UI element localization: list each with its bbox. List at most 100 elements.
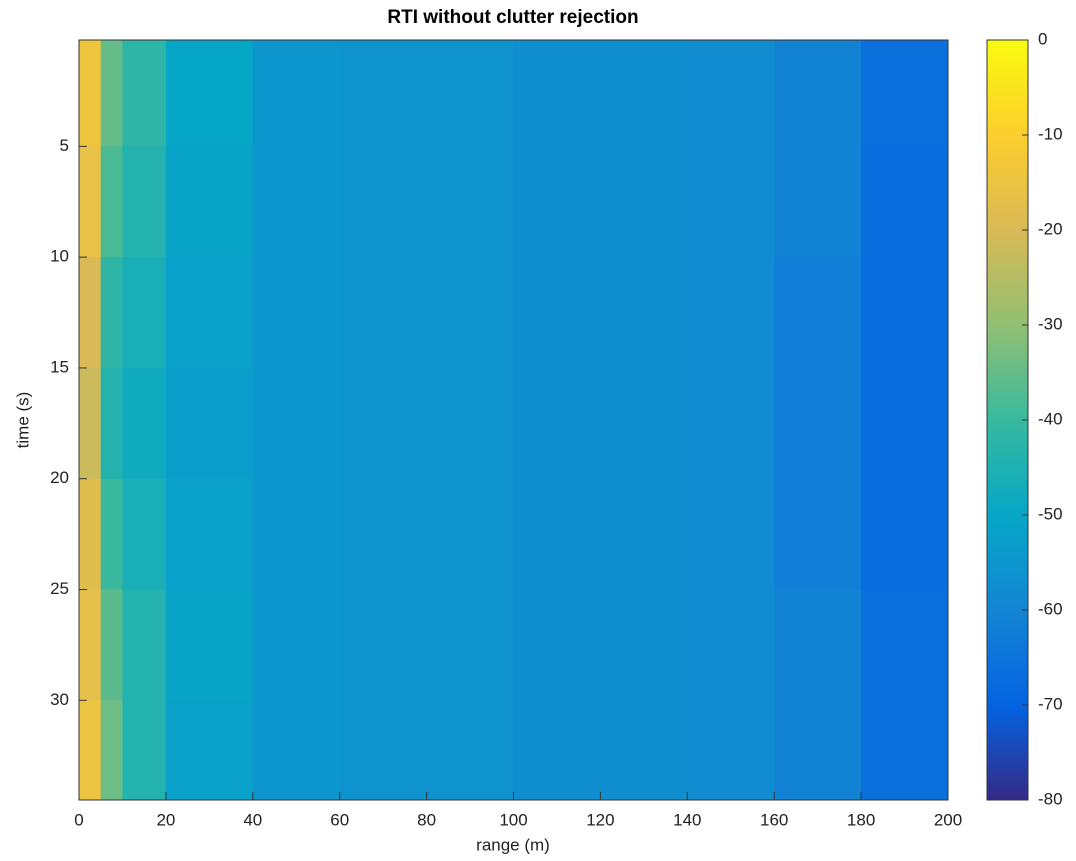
heatmap-cell <box>79 40 102 147</box>
heatmap-cell <box>339 257 428 369</box>
heatmap-cell <box>79 589 102 701</box>
x-axis-label: range (m) <box>476 835 550 854</box>
heatmap-cell <box>79 367 102 480</box>
y-tick-label: 25 <box>50 579 69 598</box>
heatmap-cell <box>513 700 601 801</box>
colorbar-tick-label: -50 <box>1038 504 1063 523</box>
y-tick-label: 5 <box>60 136 69 155</box>
heatmap-cell <box>339 589 428 701</box>
heatmap-cell <box>600 589 688 701</box>
heatmap-cell <box>513 589 601 701</box>
heatmap-cell <box>252 367 341 480</box>
heatmap-cell <box>100 367 123 480</box>
heatmap-cell <box>100 478 123 591</box>
heatmap-cell <box>79 257 102 369</box>
y-tick-label: 20 <box>50 468 69 487</box>
heatmap-cell <box>600 257 688 369</box>
heatmap-cell <box>122 146 167 258</box>
colorbar-tick-label: -80 <box>1038 789 1063 808</box>
colorbar-tick-label: -40 <box>1038 409 1063 428</box>
colorbar-tick-label: -30 <box>1038 314 1063 333</box>
heatmap-cell <box>122 478 167 591</box>
y-tick-label: 30 <box>50 690 69 709</box>
heatmap-cell <box>774 367 862 480</box>
x-tick-label: 160 <box>760 810 788 829</box>
heatmap-cell <box>252 40 341 147</box>
heatmap-cell <box>165 367 254 480</box>
y-axis-label: time (s) <box>13 392 32 449</box>
heatmap-cell <box>861 257 949 369</box>
heatmap-cell <box>861 367 949 480</box>
heatmap-cell <box>861 478 949 591</box>
heatmap-cell <box>426 367 514 480</box>
heatmap-cell <box>774 146 862 258</box>
heatmap-cell <box>100 589 123 701</box>
heatmap-cell <box>774 40 862 147</box>
heatmap-cell <box>861 40 949 147</box>
heatmap-cell <box>687 589 775 701</box>
colorbar-tick-label: -10 <box>1038 124 1063 143</box>
heatmap-cell <box>426 257 514 369</box>
heatmap-cell <box>339 700 428 801</box>
x-tick-label: 60 <box>330 810 349 829</box>
heatmap-cell <box>339 40 428 147</box>
heatmap-cell <box>122 367 167 480</box>
heatmap-cell <box>774 700 862 801</box>
heatmap-cell <box>165 257 254 369</box>
x-tick-label: 140 <box>673 810 701 829</box>
colorbar-tick-label: 0 <box>1038 29 1047 48</box>
heatmap-cell <box>122 589 167 701</box>
heatmap-cell <box>600 478 688 591</box>
heatmap-cell <box>861 700 949 801</box>
heatmap-cell <box>774 478 862 591</box>
heatmap-cell <box>774 257 862 369</box>
heatmap-cell <box>861 589 949 701</box>
chart-title: RTI without clutter rejection <box>387 7 638 28</box>
heatmap-cell <box>122 40 167 147</box>
x-tick-label: 20 <box>156 810 175 829</box>
x-tick-label: 180 <box>847 810 875 829</box>
heatmap-cell <box>252 589 341 701</box>
x-tick-label: 80 <box>417 810 436 829</box>
heatmap-cell <box>513 146 601 258</box>
heatmap-cell <box>687 367 775 480</box>
heatmap-cell <box>339 478 428 591</box>
heatmap-cell <box>165 146 254 258</box>
heatmap-cell <box>426 478 514 591</box>
heatmap-cell <box>79 700 102 801</box>
x-tick-label: 40 <box>243 810 262 829</box>
heatmap-cell <box>600 146 688 258</box>
heatmap-cell <box>252 478 341 591</box>
heatmap-cell <box>687 700 775 801</box>
heatmap-cell <box>165 589 254 701</box>
y-tick-label: 15 <box>50 357 69 376</box>
x-tick-label: 120 <box>586 810 614 829</box>
heatmap-cell <box>122 700 167 801</box>
heatmap-cell <box>122 257 167 369</box>
colorbar-tick-label: -70 <box>1038 694 1063 713</box>
heatmap-cell <box>513 367 601 480</box>
heatmap-cell <box>339 146 428 258</box>
heatmap-cell <box>339 367 428 480</box>
heatmap-cell <box>100 146 123 258</box>
heatmap-cell <box>513 478 601 591</box>
heatmap-cell <box>165 700 254 801</box>
heatmap-cell <box>165 40 254 147</box>
heatmap-cell <box>165 478 254 591</box>
heatmap-cell <box>513 40 601 147</box>
colorbar-tick-label: -20 <box>1038 219 1063 238</box>
heatmap-cell <box>600 700 688 801</box>
heatmap-cell <box>252 700 341 801</box>
heatmap-cell <box>687 257 775 369</box>
heatmap-cell <box>79 146 102 258</box>
colorbar <box>986 39 1029 801</box>
y-tick-label: 10 <box>50 247 69 266</box>
heatmap-cell <box>426 146 514 258</box>
heatmap-cell <box>600 40 688 147</box>
heatmap-cell <box>100 40 123 147</box>
x-tick-label: 200 <box>934 810 962 829</box>
heatmap-cell <box>100 700 123 801</box>
x-tick-label: 100 <box>499 810 527 829</box>
heatmap-cell <box>687 478 775 591</box>
heatmap-cell <box>426 40 514 147</box>
